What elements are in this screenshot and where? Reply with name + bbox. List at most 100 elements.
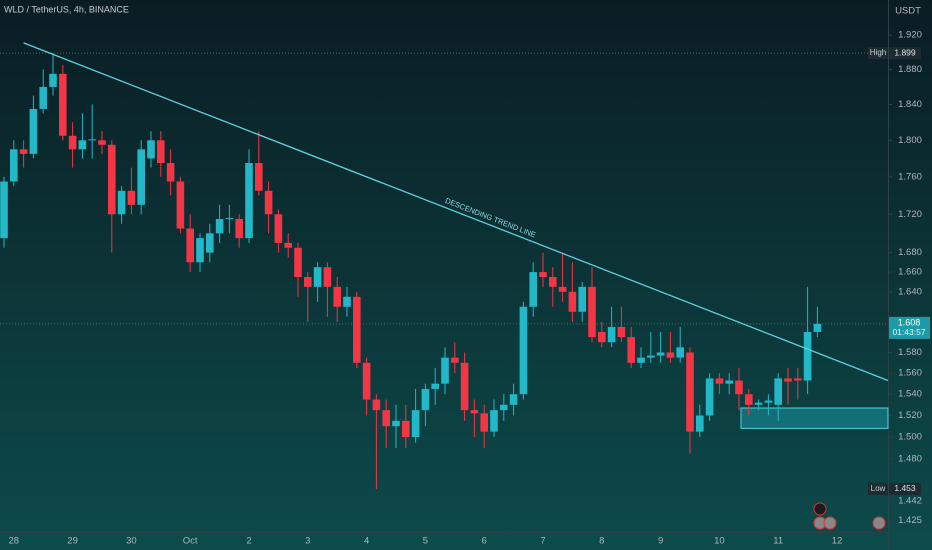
high-value-label: 1.899 bbox=[894, 47, 916, 57]
candle-body bbox=[715, 378, 724, 384]
candle-body bbox=[362, 362, 371, 400]
y-tick-label: 1.500 bbox=[898, 432, 922, 443]
candle-body bbox=[59, 73, 67, 136]
candle-body bbox=[666, 352, 675, 358]
candle-body bbox=[323, 267, 332, 287]
candle-body bbox=[578, 286, 586, 312]
candle-body bbox=[794, 378, 802, 381]
candle-body bbox=[676, 347, 684, 358]
y-tick-label: 1.720 bbox=[898, 209, 922, 220]
candle-body bbox=[431, 383, 439, 389]
candle-body bbox=[588, 286, 596, 338]
candle-body bbox=[500, 404, 508, 411]
x-tick-label: 3 bbox=[305, 536, 310, 547]
x-tick-label: 10 bbox=[714, 536, 725, 547]
candle-body bbox=[215, 219, 224, 234]
candle-body bbox=[39, 86, 47, 109]
candle-body bbox=[68, 135, 77, 150]
candle-body bbox=[157, 140, 165, 164]
countdown-label: 01:43:57 bbox=[892, 327, 925, 337]
candle-body bbox=[568, 291, 577, 312]
candle-body bbox=[480, 413, 488, 432]
candle-body bbox=[539, 272, 547, 277]
icon bbox=[872, 516, 886, 530]
y-tick-label: 1.760 bbox=[898, 171, 922, 182]
y-tick-label: 1.520 bbox=[898, 410, 922, 421]
candle-body bbox=[725, 380, 733, 384]
candle-body bbox=[127, 190, 136, 205]
x-tick-label: 9 bbox=[658, 536, 663, 547]
y-tick-label: 1.425 bbox=[898, 515, 922, 526]
candle-body bbox=[196, 238, 204, 263]
candle-body bbox=[754, 402, 763, 405]
candle-body bbox=[490, 410, 498, 432]
candle-body bbox=[392, 420, 400, 427]
candle-body bbox=[647, 355, 655, 358]
low-tag bbox=[868, 482, 888, 495]
candle-body bbox=[206, 233, 214, 253]
candle-body bbox=[372, 399, 381, 411]
high-value-tag bbox=[889, 47, 921, 60]
candle-body bbox=[784, 378, 792, 382]
candle-body bbox=[245, 163, 253, 239]
candle-body bbox=[235, 219, 243, 239]
candle-body bbox=[137, 149, 145, 205]
candle-body bbox=[696, 415, 704, 432]
candle-body bbox=[607, 326, 616, 343]
candle-body bbox=[49, 73, 57, 87]
last-price-label: 1.608 bbox=[898, 317, 921, 327]
candle-body bbox=[549, 276, 557, 287]
x-tick-label: 4 bbox=[364, 536, 369, 547]
y-tick-label: 1.920 bbox=[898, 30, 922, 41]
currency-label: USDT bbox=[895, 6, 921, 17]
candle-body bbox=[333, 286, 341, 307]
candle-body bbox=[186, 228, 194, 263]
y-tick-label: 1.580 bbox=[898, 347, 922, 358]
candle-body bbox=[470, 410, 479, 414]
candle-body bbox=[147, 140, 155, 159]
candle-body bbox=[745, 394, 753, 405]
candle-body bbox=[617, 326, 626, 338]
y-tick-label: 1.560 bbox=[898, 368, 922, 379]
x-tick-label: 8 bbox=[599, 536, 604, 547]
y-tick-label: 1.680 bbox=[898, 247, 922, 258]
candle-body bbox=[637, 357, 645, 363]
candle-body bbox=[78, 140, 87, 150]
icons bbox=[813, 502, 886, 530]
high-tag bbox=[868, 47, 888, 60]
candle-body bbox=[558, 286, 567, 292]
candle-body bbox=[411, 410, 420, 438]
low-tag-label: Low bbox=[871, 484, 886, 493]
icon bbox=[823, 516, 837, 530]
candle-body bbox=[451, 357, 459, 363]
candle-body bbox=[382, 410, 390, 427]
x-tick-label: 7 bbox=[540, 536, 545, 547]
candle-body bbox=[304, 276, 312, 287]
candle-body bbox=[19, 149, 28, 154]
candle-body bbox=[460, 362, 469, 411]
candle-body bbox=[108, 144, 116, 215]
candle-body bbox=[225, 218, 234, 220]
candle-body bbox=[735, 380, 743, 395]
x-tick-label: 5 bbox=[423, 536, 428, 547]
candle-body bbox=[176, 181, 185, 229]
last-price-tag bbox=[889, 316, 930, 339]
candle-body bbox=[294, 247, 302, 277]
candle-body bbox=[627, 337, 635, 363]
x-tick-label: 6 bbox=[482, 536, 487, 547]
low-value-label: 1.453 bbox=[894, 483, 916, 493]
x-tick-label: Oct bbox=[183, 536, 198, 547]
candle-body bbox=[813, 323, 822, 332]
candle-body bbox=[343, 296, 351, 307]
candle-body bbox=[274, 214, 283, 243]
candle-body bbox=[29, 108, 38, 154]
candle-body bbox=[509, 394, 518, 405]
y-tick-label: 1.800 bbox=[898, 135, 922, 146]
candle-body bbox=[117, 190, 126, 215]
x-tick-label: 30 bbox=[126, 536, 137, 547]
y-tick-label: 1.640 bbox=[898, 286, 922, 297]
y-tick-label: 1.442 bbox=[898, 496, 922, 507]
